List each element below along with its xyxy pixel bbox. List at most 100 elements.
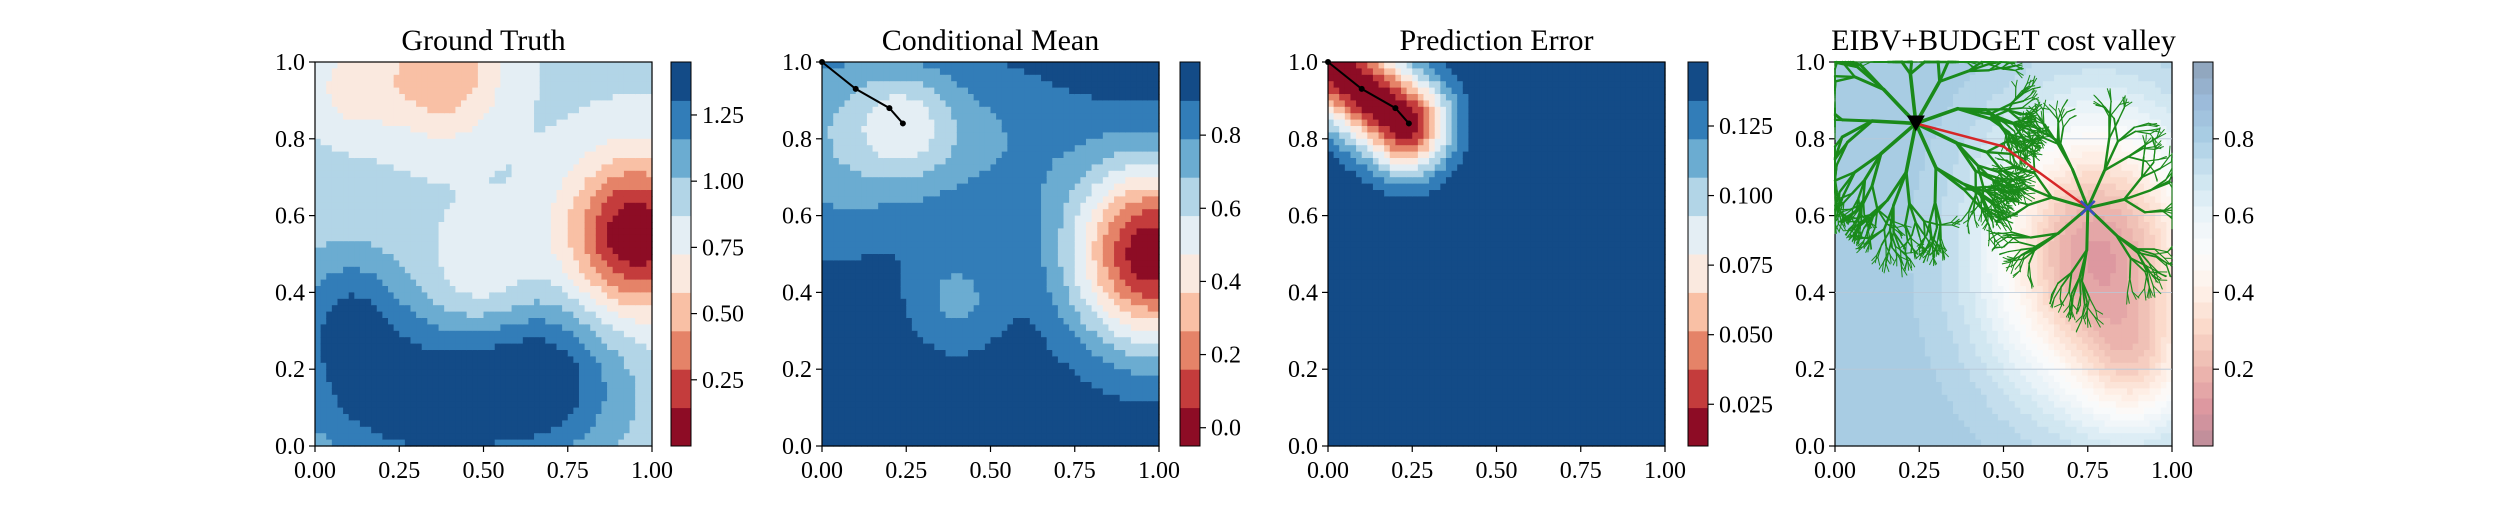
heatmap-cell (585, 107, 591, 114)
heatmap-cell (562, 75, 568, 82)
heatmap-cell (568, 337, 574, 344)
heatmap-cell (337, 120, 343, 127)
heatmap-cell (613, 241, 619, 248)
heatmap-cell (377, 145, 383, 152)
heatmap-cell (822, 145, 828, 152)
heatmap-cell (850, 433, 856, 440)
heatmap-cell (540, 292, 546, 299)
heatmap-cell (601, 363, 607, 370)
heatmap-cell (867, 171, 873, 178)
heatmap-cell (326, 395, 332, 402)
heatmap-cell (912, 75, 918, 82)
heatmap-cell (545, 81, 551, 88)
heatmap-cell (828, 120, 834, 127)
heatmap-cell (828, 350, 834, 357)
heatmap-cell (850, 68, 856, 75)
heatmap-cell (478, 100, 484, 107)
heatmap-cell (590, 88, 596, 95)
heatmap-cell (878, 427, 884, 434)
heatmap-cell (410, 260, 416, 267)
heatmap-cell (596, 203, 602, 210)
heatmap-cell (388, 260, 394, 267)
heatmap-cell (343, 312, 349, 319)
heatmap-cell (833, 209, 839, 216)
heatmap-cell (416, 292, 422, 299)
heatmap-cell (366, 388, 372, 395)
heatmap-cell (917, 107, 923, 114)
heatmap-cell (484, 113, 490, 120)
heatmap-cell (517, 216, 523, 223)
heatmap-cell (343, 267, 349, 274)
heatmap-cell (427, 337, 433, 344)
heatmap-cell (585, 94, 591, 101)
heatmap-cell (579, 132, 585, 139)
heatmap-cell (585, 145, 591, 152)
heatmap-cell (822, 344, 828, 351)
heatmap-cell (940, 88, 946, 95)
heatmap-cell (878, 228, 884, 235)
heatmap-cell (528, 120, 534, 127)
heatmap-cell (618, 280, 624, 287)
heatmap-cell (850, 190, 856, 197)
heatmap-cell (585, 171, 591, 178)
heatmap-cell (326, 401, 332, 408)
heatmap-cell (878, 171, 884, 178)
heatmap-cell (410, 120, 416, 127)
heatmap-cell (337, 331, 343, 338)
heatmap-cell (512, 228, 518, 235)
heatmap-cell (523, 286, 529, 293)
heatmap-cell (822, 100, 828, 107)
heatmap-cell (377, 408, 383, 415)
heatmap-cell (861, 184, 867, 191)
heatmap-cell (534, 382, 540, 389)
heatmap-cell (399, 292, 405, 299)
heatmap-cell (630, 139, 636, 146)
heatmap-cell (613, 286, 619, 293)
heatmap-cell (551, 100, 557, 107)
heatmap-cell (590, 382, 596, 389)
heatmap-cell (601, 344, 607, 351)
heatmap-cell (867, 88, 873, 95)
heatmap-cell (484, 241, 490, 248)
heatmap-cell (635, 350, 641, 357)
heatmap-cell (484, 62, 490, 69)
heatmap-cell (557, 164, 563, 171)
heatmap-cell (839, 376, 845, 383)
heatmap-cell (923, 318, 929, 325)
heatmap-cell (528, 273, 534, 280)
heatmap-cell (906, 420, 912, 427)
heatmap-cell (495, 235, 501, 242)
heatmap-cell (416, 254, 422, 261)
heatmap-cell (467, 286, 473, 293)
heatmap-cell (354, 292, 360, 299)
heatmap-cell (613, 395, 619, 402)
heatmap-cell (360, 158, 366, 165)
heatmap-cell (326, 145, 332, 152)
heatmap-cell (545, 401, 551, 408)
heatmap-cell (828, 254, 834, 261)
heatmap-cell (884, 222, 890, 229)
heatmap-cell (478, 235, 484, 242)
heatmap-cell (557, 369, 563, 376)
heatmap-cell (349, 433, 355, 440)
heatmap-cell (839, 100, 845, 107)
heatmap-cell (557, 145, 563, 152)
heatmap-cell (489, 235, 495, 242)
heatmap-cell (321, 248, 327, 255)
heatmap-cell (472, 280, 478, 287)
heatmap-cell (461, 273, 467, 280)
heatmap-cell (484, 235, 490, 242)
heatmap-cell (455, 324, 461, 331)
heatmap-cell (343, 318, 349, 325)
heatmap-cell (354, 324, 360, 331)
heatmap-cell (500, 235, 506, 242)
heatmap-cell (399, 152, 405, 159)
heatmap-cell (484, 305, 490, 312)
heatmap-cell (472, 248, 478, 255)
heatmap-cell (371, 203, 377, 210)
heatmap-cell (484, 267, 490, 274)
heatmap-cell (382, 222, 388, 229)
heatmap-cell (641, 344, 647, 351)
heatmap-cell (528, 139, 534, 146)
heatmap-cell (545, 318, 551, 325)
